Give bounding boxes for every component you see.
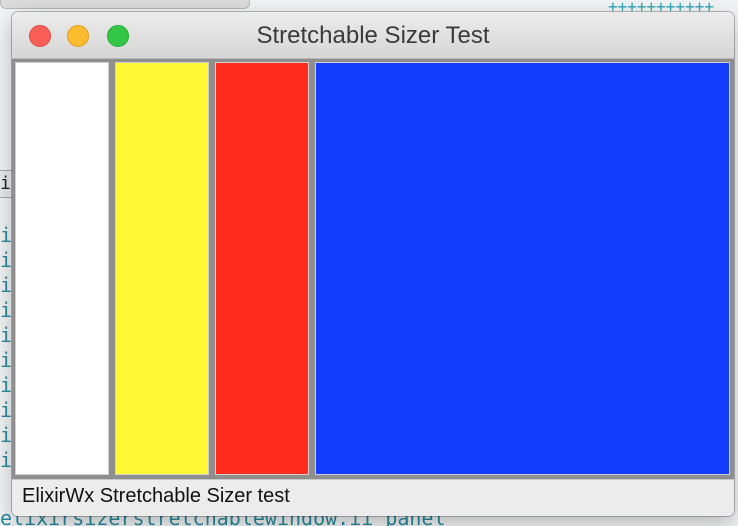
red-panel [215,62,309,475]
blue-panel [315,62,730,475]
terminal-line: i [0,348,13,372]
terminal-line: i [0,248,13,272]
terminal-line: i [0,273,13,297]
status-bar: ElixirWx Stretchable Sizer test [12,479,734,516]
window-title: Stretchable Sizer Test [256,22,490,49]
yellow-panel [115,62,209,475]
zoom-button[interactable] [107,25,129,47]
background-tab [0,0,250,9]
terminal-plus-row: +++++++++++ [608,0,714,14]
sizer-content [12,59,734,479]
terminal-line: i [0,298,13,322]
close-button[interactable] [29,25,51,47]
terminal-line: i [0,323,13,347]
app-window: Stretchable Sizer Test ElixirWx Stretcha… [12,12,734,516]
title-bar[interactable]: Stretchable Sizer Test [12,12,734,59]
terminal-line: i [0,398,13,422]
terminal-line: i [0,423,13,447]
minimize-button[interactable] [67,25,89,47]
terminal-line: i [0,223,13,247]
terminal-line: i [0,373,13,397]
status-text: ElixirWx Stretchable Sizer test [22,485,290,507]
terminal-line: i [0,448,13,472]
white-panel [15,62,109,475]
